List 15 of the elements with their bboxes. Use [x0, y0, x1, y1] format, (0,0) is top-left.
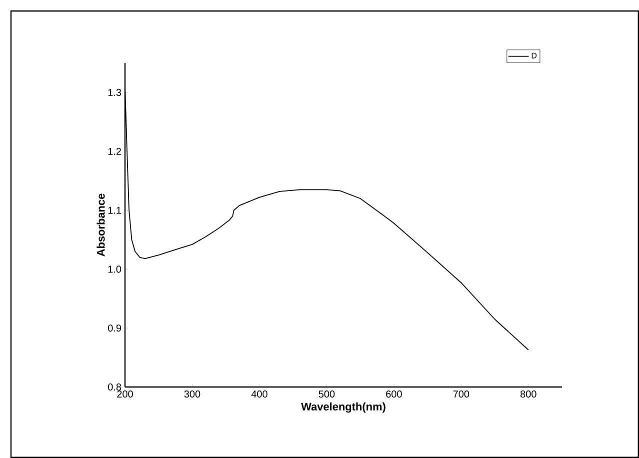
y-axis-title: Absorbance — [96, 194, 105, 256]
y-tick-label: 0.8 — [108, 383, 122, 391]
y-tick-label: 1.2 — [108, 148, 121, 155]
x-tick-label: 400 — [251, 390, 268, 398]
x-tick-label: 800 — [520, 390, 536, 398]
x-tick-label: 600 — [386, 390, 402, 398]
x-tick-label: 700 — [453, 390, 470, 398]
x-tick-label: 200 — [117, 390, 133, 398]
x-tick-label: 300 — [184, 390, 200, 398]
y-tick-label: 1.0 — [108, 266, 122, 273]
x-axis-title: Wavelength(nm) — [301, 402, 386, 413]
y-tick-label: 1.1 — [108, 206, 122, 214]
y-tick-label: 1.3 — [108, 88, 122, 96]
y-tick-label: 0.9 — [108, 324, 122, 332]
x-tick-label: 500 — [318, 390, 335, 398]
